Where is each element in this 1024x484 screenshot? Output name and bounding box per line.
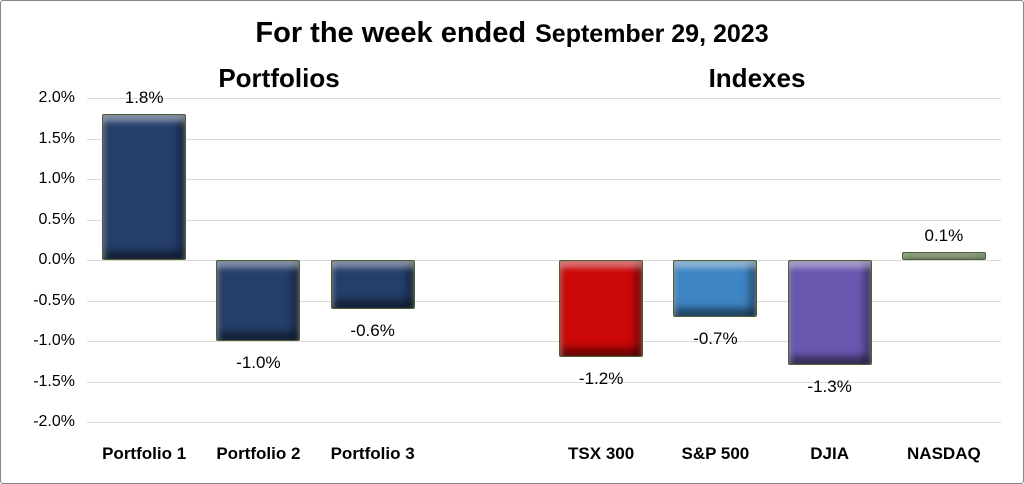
y-axis-tick--1.0%: -1.0% [33, 332, 75, 349]
gridline-2.0% [87, 98, 1001, 99]
bar-portfolio-1 [102, 114, 187, 260]
category-label-nasdaq: NASDAQ [907, 444, 981, 463]
value-label-nasdaq: 0.1% [924, 225, 964, 245]
chart-title: For the week ended September 29, 2023 [1, 17, 1023, 50]
bar-djia [787, 260, 872, 366]
bar-portfolio-3 [330, 260, 415, 309]
value-label-djia: -1.3% [807, 377, 852, 397]
category-label-portfolio-1: Portfolio 1 [102, 444, 187, 463]
y-axis-tick-0.5%: 0.5% [38, 210, 75, 228]
category-label-tsx-300: TSX 300 [568, 444, 635, 463]
value-label-portfolio-1: 1.8% [124, 88, 164, 108]
plot-area [87, 98, 1001, 423]
y-axis-tick-0.0%: 0.0% [38, 251, 75, 268]
gridline-0.0% [87, 260, 1001, 261]
y-axis-tick-1.5%: 1.5% [38, 129, 75, 147]
group-label-indexes: Indexes [708, 63, 806, 93]
category-label-portfolio-2: Portfolio 2 [216, 444, 301, 463]
y-axis-tick-2.0%: 2.0% [38, 89, 75, 106]
value-label-portfolio-3: -0.6% [350, 320, 395, 340]
category-label-djia: DJIA [810, 444, 849, 463]
value-label-portfolio-2: -1.0% [236, 353, 281, 372]
gridline-1.0% [87, 179, 1001, 180]
gridline--1.5% [87, 381, 1001, 383]
chart-title-text: For the week ended [255, 17, 527, 49]
category-label-portfolio-3: Portfolio 3 [330, 444, 415, 463]
chart-title-date: September 29, 2023 [535, 20, 769, 48]
gridline-0.5% [87, 219, 1001, 221]
bar-s-p-500 [673, 260, 758, 317]
bar-portfolio-2 [216, 260, 301, 341]
value-label-s-p-500: -0.7% [693, 328, 738, 348]
gridline--1.0% [87, 341, 1001, 342]
gridline--2.0% [87, 422, 1001, 423]
group-label-portfolios: Portfolios [218, 63, 340, 93]
gridline--0.5% [87, 300, 1001, 302]
value-label-tsx-300: -1.2% [578, 369, 624, 389]
bar-tsx-300 [559, 260, 644, 358]
y-axis-tick-1.0%: 1.0% [38, 170, 75, 187]
category-label-s-p-500: S&P 500 [681, 444, 750, 463]
y-axis-tick--1.5%: -1.5% [33, 372, 75, 390]
y-axis-tick--2.0%: -2.0% [33, 413, 75, 430]
y-axis-tick--0.5%: -0.5% [33, 291, 75, 309]
bar-nasdaq [901, 251, 986, 260]
gridline-1.5% [87, 138, 1001, 140]
